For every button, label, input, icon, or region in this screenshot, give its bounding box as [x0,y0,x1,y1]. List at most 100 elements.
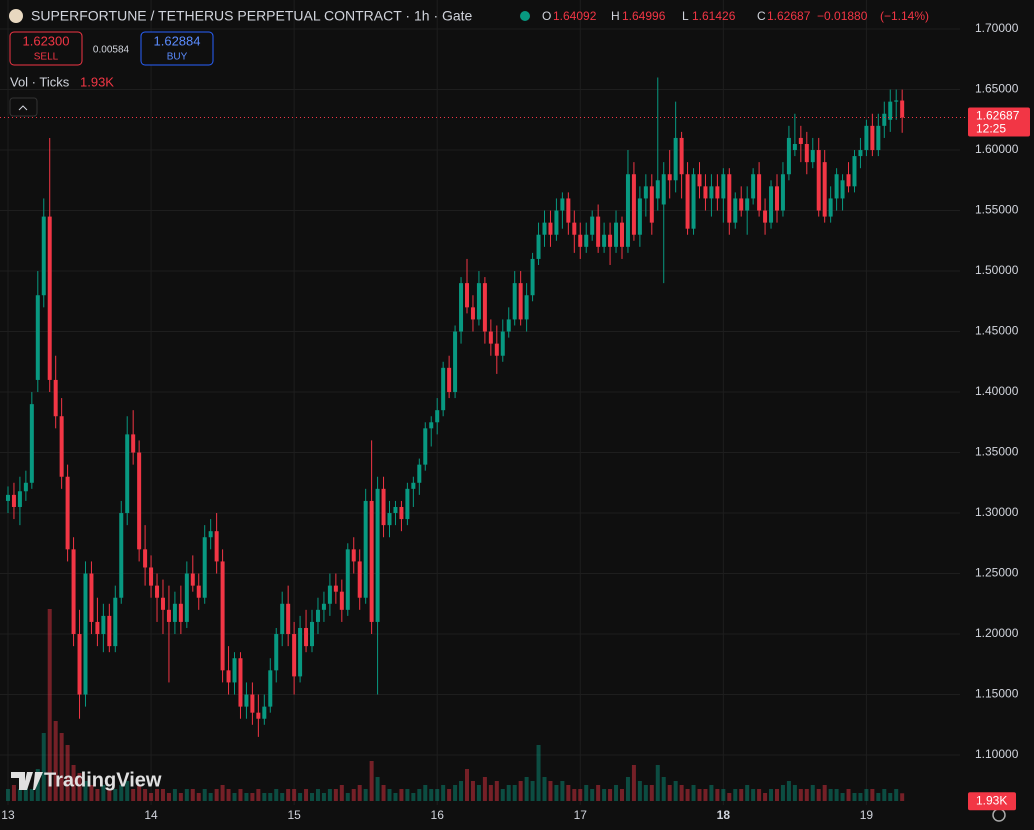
sell-price: 1.62300 [23,33,70,48]
volume-bar [840,793,845,801]
candle-body [113,597,118,647]
candle-body [375,488,380,622]
volume-bar [23,781,28,801]
candle-body [810,150,815,163]
volume-bar [59,733,64,801]
volume-bar [83,781,88,801]
candle-body [834,174,839,199]
volume-bar [155,789,160,801]
volume-bar [89,785,94,801]
volume-bar [852,793,857,801]
volume-bar [393,793,398,801]
volume-bar [566,785,571,801]
ohlc-label: L [682,9,689,23]
candle-body [369,500,374,622]
status-dot [520,11,530,21]
candle-body [578,234,583,247]
volume-bar [721,789,726,801]
volume-bar [792,785,797,801]
candle-body [423,428,428,465]
volume-bar [435,789,440,801]
volume-bar [339,785,344,801]
volume-bar [822,785,827,801]
candle-body [864,125,869,151]
candle-body [459,283,464,332]
volume-bar [113,789,118,801]
volume-bar [29,789,34,801]
candle-body [882,113,887,126]
volume-bar [482,777,487,801]
volume-bar [500,789,505,801]
x-tick-label: 18 [717,808,731,822]
y-tick-label: 1.40000 [975,384,1019,398]
ohlc-value: 1.64996 [622,9,666,23]
volume-bar [804,789,809,801]
candle-body [101,615,106,635]
candle-body [727,174,732,223]
candle-body [196,585,201,598]
volume-bar [262,793,267,801]
volume-bar [596,785,601,801]
volume-bar [667,785,672,801]
volume-bar [351,789,356,801]
volume-bar [399,789,404,801]
sell-button[interactable] [9,31,83,66]
volume-bar [47,609,52,801]
candle-body [470,307,475,320]
y-tick-label: 1.50000 [975,263,1019,277]
candle-body [447,367,452,393]
volume-bar [53,721,58,801]
candle-body [77,634,82,695]
candle-body [125,434,130,514]
candle-body [363,500,368,598]
candle-body [482,283,487,332]
candle-body [780,174,785,211]
candle-body [17,491,22,507]
candle-body [798,137,803,144]
candle-body [465,283,470,308]
volume-bar [649,785,654,801]
ohlc-value: 1.62687 [767,9,811,23]
volume-bar [447,789,452,801]
candle-body [131,434,136,453]
volume-bar [727,793,732,801]
candle-body [757,174,762,211]
candle-body [530,258,535,296]
candle-body [709,186,714,199]
x-tick-label: 16 [431,808,445,822]
volume-bar [71,765,76,801]
candle-body [763,210,768,223]
candle-body [220,561,225,671]
volume-bar [184,789,189,801]
volume-bar [858,793,863,801]
candle-body [852,156,857,187]
candle-body [721,174,726,199]
candle-body [202,537,207,598]
candle-body [554,210,559,235]
candle-body [95,621,100,635]
volume-bar [304,789,309,801]
volume-bar [250,793,255,801]
settings-button[interactable] [992,808,1006,822]
chart-title: SUPERFORTUNE / TETHERUS PERPETUAL CONTRA… [31,8,473,24]
volume-bar [101,785,106,801]
volume-bar [387,789,392,801]
buy-button[interactable] [140,31,214,66]
candle-body [548,222,553,235]
candle-body [429,422,434,429]
candle-body [876,125,881,151]
volume-bar [369,761,374,801]
volume-bar [685,789,690,801]
candle-body [274,634,279,671]
volume-bar [673,781,678,801]
candle-body [602,234,607,247]
candle-body [703,186,708,199]
y-tick-label: 1.70000 [975,21,1019,35]
candle-body [596,216,601,247]
volume-bar [453,785,458,801]
volume-bar [524,777,529,801]
collapse-icon [18,105,28,111]
volume-bar [625,777,630,801]
candle-body [184,573,189,622]
plot-area [0,0,968,805]
